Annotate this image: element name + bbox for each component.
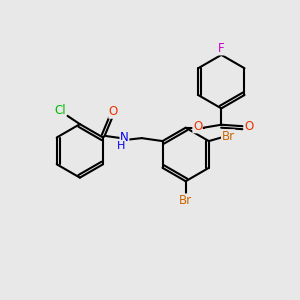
Text: N: N [120,131,129,144]
Text: Cl: Cl [54,104,66,117]
Text: Br: Br [222,130,235,143]
Text: Br: Br [179,194,192,207]
Text: F: F [218,42,225,55]
Text: O: O [193,120,202,133]
Text: O: O [109,105,118,118]
Text: O: O [244,120,253,133]
Text: H: H [117,140,125,151]
